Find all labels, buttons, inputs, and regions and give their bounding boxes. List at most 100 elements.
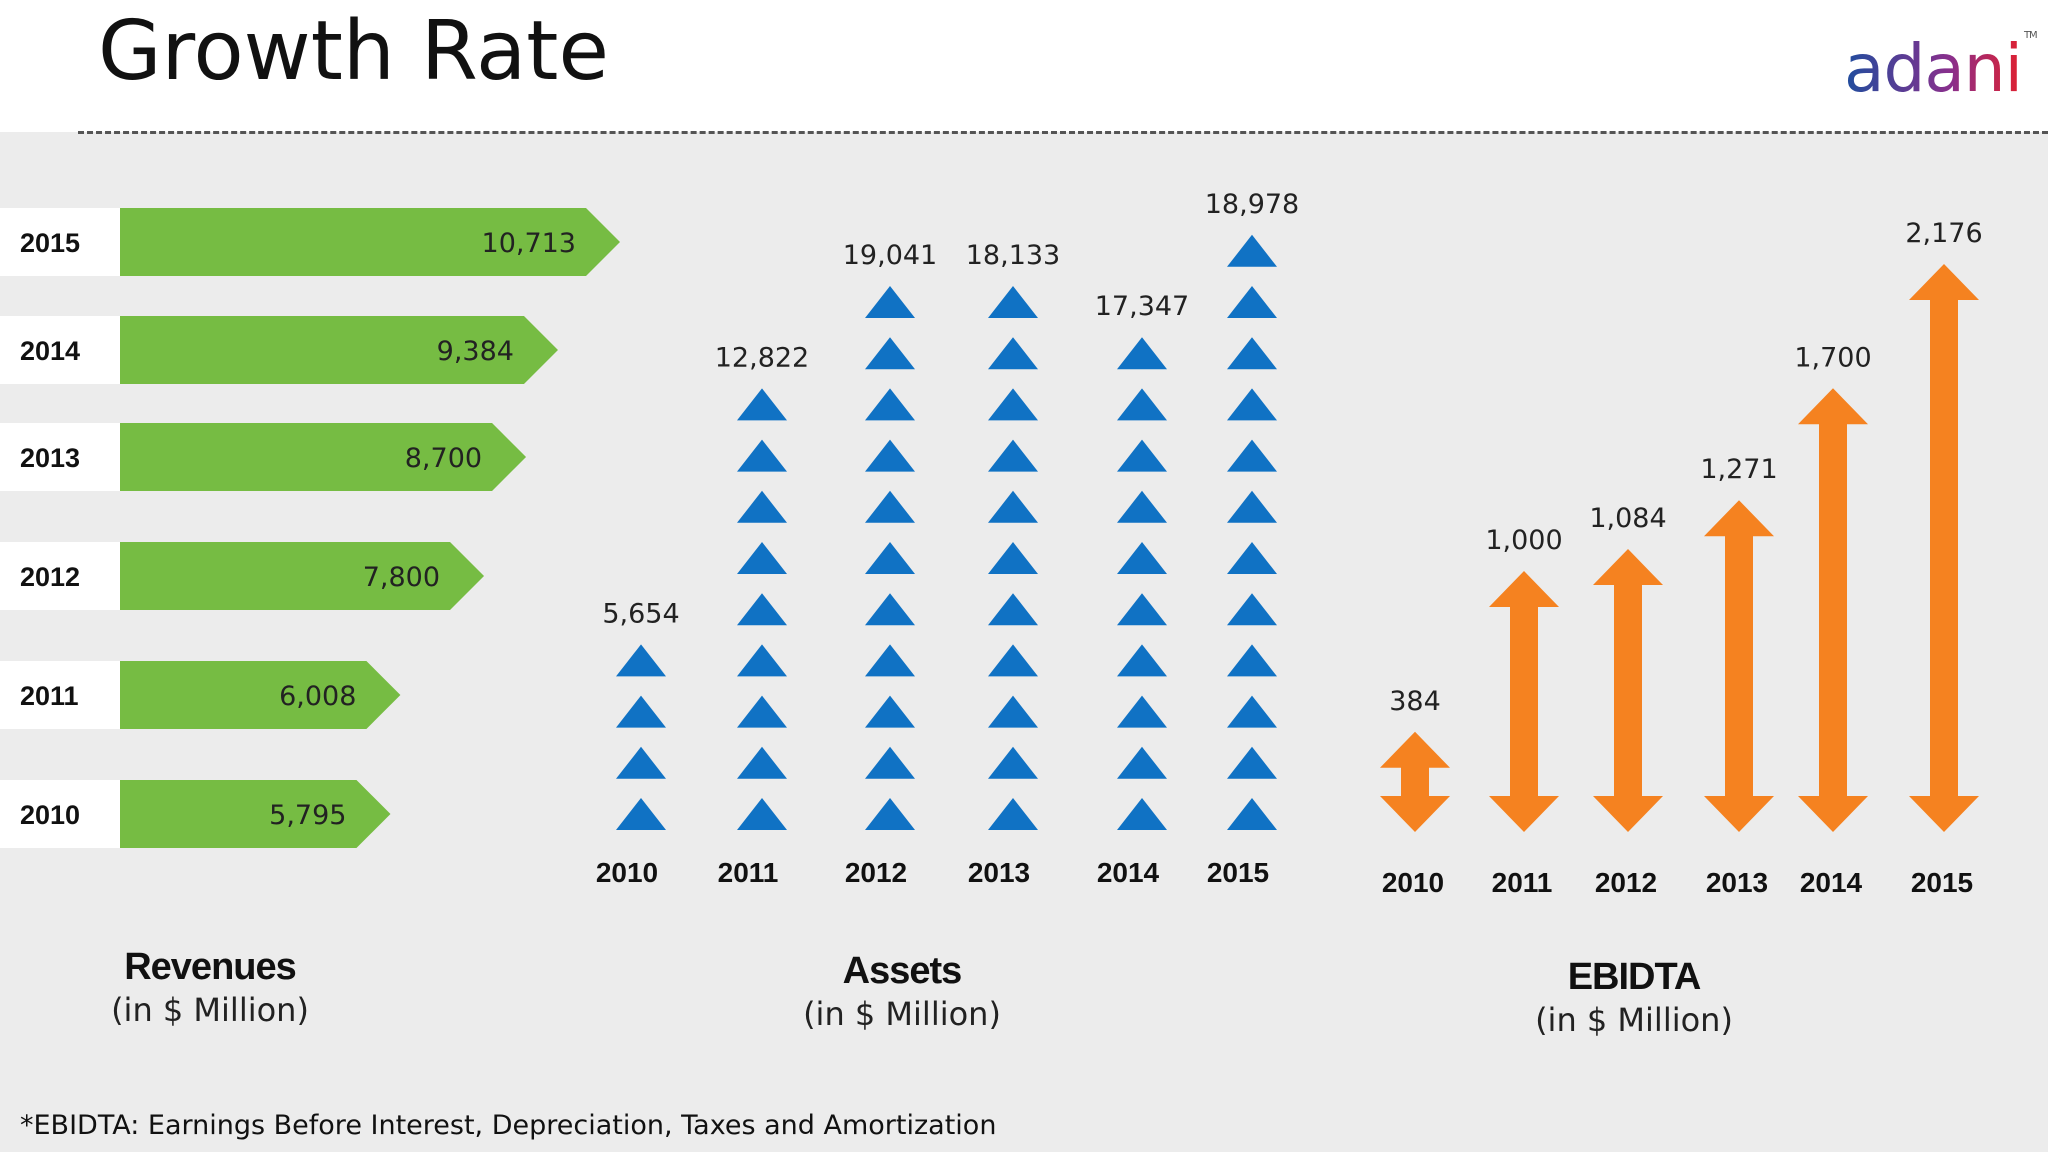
asset-triangle-icon <box>865 746 915 779</box>
asset-year-label: 2014 <box>1097 857 1160 888</box>
revenues-caption-unit: (in $ Million) <box>111 991 309 1029</box>
revenue-year-box <box>0 661 120 729</box>
asset-triangle-icon <box>737 746 787 779</box>
asset-triangle-icon <box>1227 286 1277 318</box>
ebitda-year-label: 2011 <box>1492 867 1553 898</box>
revenue-year-label: 2014 <box>20 336 80 366</box>
asset-triangle-icon <box>988 337 1038 370</box>
asset-triangle-icon <box>616 798 666 830</box>
revenues-caption: Revenues (in $ Million) <box>0 946 460 1029</box>
assets-caption-unit: (in $ Million) <box>803 995 1001 1033</box>
adani-logo: adani TM <box>1844 30 2038 107</box>
asset-triangle-icon <box>865 490 915 523</box>
asset-year-label: 2013 <box>968 857 1030 888</box>
asset-triangle-icon <box>865 542 915 574</box>
asset-triangle-icon <box>1227 490 1277 523</box>
asset-triangle-icon <box>1227 337 1277 370</box>
ebitda-arrow <box>1380 731 1450 832</box>
asset-year-label: 2015 <box>1207 857 1269 888</box>
asset-triangle-icon <box>865 695 915 728</box>
asset-triangle-icon <box>1227 798 1277 830</box>
asset-triangle-icon <box>1117 490 1167 523</box>
asset-triangle-icon <box>988 798 1038 830</box>
asset-triangle-icon <box>616 746 666 779</box>
ebitda-chart: 384 2010 1,000 2011 1,084 2012 1,271 2013 1,700 2… <box>1380 218 1983 898</box>
revenue-year-label: 2015 <box>20 228 80 258</box>
asset-value-label: 18,133 <box>966 240 1060 271</box>
asset-triangle-icon <box>1227 542 1277 574</box>
ebitda-arrow <box>1909 264 1979 832</box>
asset-triangle-icon <box>865 286 915 318</box>
asset-triangle-icon <box>865 439 915 472</box>
revenue-year-label: 2012 <box>20 562 80 592</box>
ebitda-arrow <box>1704 500 1774 832</box>
asset-value-label: 5,654 <box>602 598 679 629</box>
asset-triangle-icon <box>988 593 1038 626</box>
ebitda-year-label: 2014 <box>1800 867 1863 898</box>
ebitda-value-label: 1,084 <box>1589 503 1666 534</box>
asset-triangle-icon <box>737 695 787 728</box>
asset-triangle-icon <box>737 439 787 472</box>
asset-triangle-icon <box>616 695 666 728</box>
asset-triangle-icon <box>1117 542 1167 574</box>
logo-trademark: TM <box>2023 30 2038 41</box>
slide-title: Growth Rate <box>98 4 609 99</box>
revenues-chart: 2015 10,713 2014 9,384 2013 8,700 2012 7,800 201… <box>0 208 620 848</box>
footnote: *EBIDTA: Earnings Before Interest, Depre… <box>20 1110 997 1141</box>
ebitda-year-label: 2012 <box>1595 867 1657 898</box>
asset-triangle-icon <box>988 542 1038 574</box>
asset-triangle-icon <box>865 798 915 830</box>
ebitda-arrow <box>1489 570 1559 832</box>
asset-triangle-icon <box>865 644 915 677</box>
revenue-bar <box>120 542 485 610</box>
header-divider <box>78 131 2048 134</box>
ebitda-value-label: 384 <box>1389 686 1441 717</box>
asset-triangle-icon <box>988 644 1038 677</box>
asset-triangle-icon <box>1117 798 1167 830</box>
revenue-year-box <box>0 316 120 384</box>
revenue-year-label: 2013 <box>20 443 80 473</box>
revenue-year-label: 2011 <box>20 681 79 711</box>
revenue-year-box <box>0 208 120 276</box>
revenue-year-box <box>0 780 120 848</box>
revenue-year-box <box>0 423 120 491</box>
ebitda-caption-unit: (in $ Million) <box>1535 1001 1733 1039</box>
asset-triangle-icon <box>1117 337 1167 370</box>
asset-triangle-icon <box>865 593 915 626</box>
assets-caption: Assets (in $ Million) <box>652 950 1152 1033</box>
asset-triangle-icon <box>1117 746 1167 779</box>
revenue-bar <box>120 780 391 848</box>
asset-triangle-icon <box>988 388 1038 421</box>
assets-chart: 5,654 2010 12,822 2011 19,041 2012 18,133 2013 1… <box>596 189 1299 888</box>
ebitda-value-label: 2,176 <box>1905 218 1982 249</box>
ebitda-year-label: 2015 <box>1911 867 1973 898</box>
asset-triangle-icon <box>737 798 787 830</box>
asset-year-label: 2012 <box>845 857 907 888</box>
logo-text: adani <box>1844 30 2023 107</box>
assets-caption-name: Assets <box>842 950 963 992</box>
ebitda-arrow <box>1593 549 1663 832</box>
asset-triangle-icon <box>1227 388 1277 421</box>
asset-triangle-icon <box>1117 695 1167 728</box>
revenue-value-label: 6,008 <box>279 681 356 712</box>
asset-triangle-icon <box>737 644 787 677</box>
ebitda-value-label: 1,271 <box>1700 454 1777 485</box>
revenue-bar <box>120 208 620 276</box>
asset-value-label: 18,978 <box>1205 189 1299 220</box>
asset-triangle-icon <box>865 388 915 421</box>
revenue-value-label: 8,700 <box>405 443 482 474</box>
asset-triangle-icon <box>988 439 1038 472</box>
revenue-year-box <box>0 542 120 610</box>
asset-value-label: 12,822 <box>715 342 809 373</box>
asset-value-label: 17,347 <box>1095 291 1189 322</box>
ebitda-caption: EBIDTA (in $ Million) <box>1384 956 1884 1039</box>
asset-triangle-icon <box>1227 644 1277 677</box>
revenues-caption-name: Revenues <box>124 946 297 988</box>
revenue-bar <box>120 423 527 491</box>
ebitda-value-label: 1,000 <box>1485 525 1562 556</box>
asset-triangle-icon <box>1227 695 1277 728</box>
asset-triangle-icon <box>1117 644 1167 677</box>
asset-value-label: 19,041 <box>843 240 937 271</box>
revenue-value-label: 9,384 <box>437 336 514 367</box>
asset-triangle-icon <box>1227 593 1277 626</box>
